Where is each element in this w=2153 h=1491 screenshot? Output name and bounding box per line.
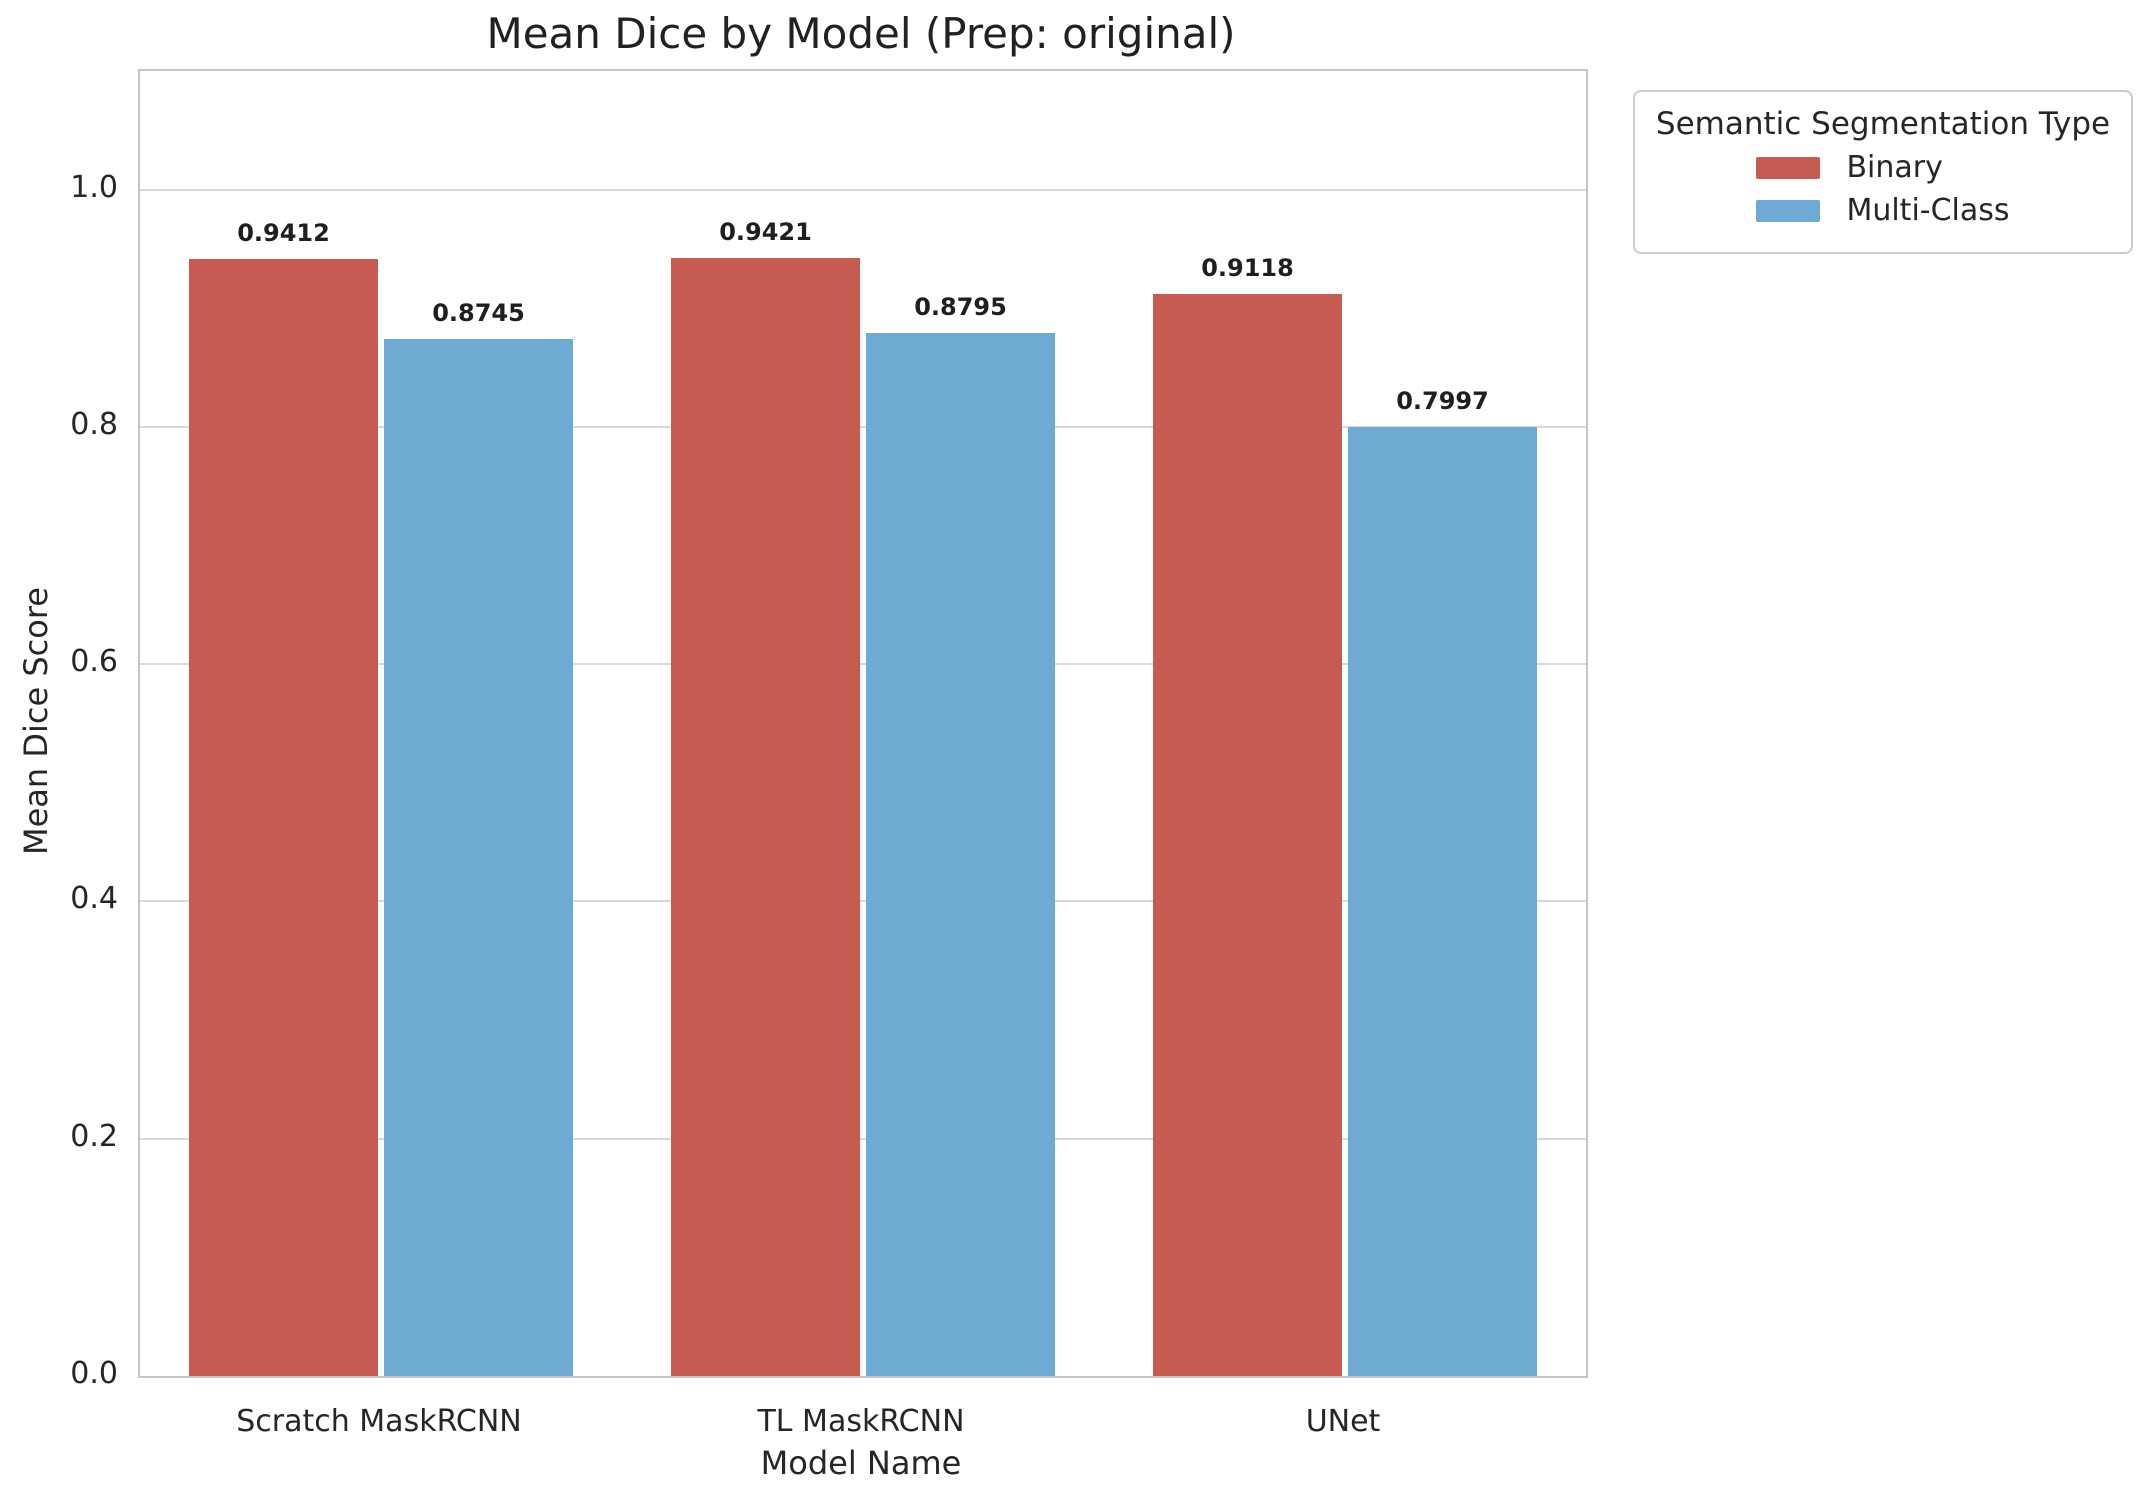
y-tick-label-0.4: 0.4 xyxy=(70,881,118,917)
bar-value-label-multi-class-scratch-maskrcnn: 0.8745 xyxy=(432,298,525,327)
bar-multi-class-tl-maskrcnn xyxy=(866,332,1055,1376)
gridline-y-0.2 xyxy=(140,1137,1586,1140)
gridline-y-0.4 xyxy=(140,900,1586,903)
x-tick-label-unet: UNet xyxy=(1305,1404,1381,1439)
x-axis-label: Model Name xyxy=(760,1444,962,1482)
y-tick-label-0.6: 0.6 xyxy=(70,644,118,680)
y-tick-label-0.8: 0.8 xyxy=(70,406,118,442)
legend-swatch-multi-class xyxy=(1756,199,1821,222)
legend-entry-label-multi-class: Multi-Class xyxy=(1846,193,2010,228)
bar-value-label-binary-unet: 0.9118 xyxy=(1201,254,1294,283)
bar-value-label-binary-scratch-maskrcnn: 0.9412 xyxy=(237,219,330,248)
bar-multi-class-unet xyxy=(1348,427,1537,1376)
y-tick-label-0.0: 0.0 xyxy=(70,1356,118,1391)
legend-entry-binary: Binary xyxy=(1756,150,2009,185)
bar-value-label-multi-class-unet: 0.7997 xyxy=(1396,387,1489,416)
y-tick-label-0.2: 0.2 xyxy=(70,1118,118,1154)
gridline-y-1 xyxy=(140,188,1586,191)
bar-multi-class-scratch-maskrcnn xyxy=(384,338,573,1376)
gridline-y-0.8 xyxy=(140,425,1586,428)
legend-title: Semantic Segmentation Type xyxy=(1655,106,2111,142)
legend-entries: Binary Multi-Class xyxy=(1756,150,2010,228)
chart-title: Mean Dice by Model (Prep: original) xyxy=(486,9,1236,58)
plot-area: 0.9412 0.9421 0.9118 0.8745 0.8795 0.7997 xyxy=(138,69,1588,1378)
legend-entry-label-binary: Binary xyxy=(1846,150,1943,185)
legend-swatch-binary xyxy=(1756,156,1821,179)
bar-binary-scratch-maskrcnn xyxy=(189,259,378,1376)
legend-entry-multi-class: Multi-Class xyxy=(1756,193,2010,228)
legend: Semantic Segmentation Type Binary Multi-C… xyxy=(1633,90,2133,254)
x-tick-label-scratch-maskrcnn: Scratch MaskRCNN xyxy=(236,1404,522,1439)
gridline-y-0.6 xyxy=(140,663,1586,666)
y-tick-label-1.0: 1.0 xyxy=(70,169,118,205)
bar-binary-unet xyxy=(1153,294,1342,1376)
bar-binary-tl-maskrcnn xyxy=(671,258,860,1376)
x-tick-label-tl-maskrcnn: TL MaskRCNN xyxy=(757,1404,965,1439)
bar-value-label-multi-class-tl-maskrcnn: 0.8795 xyxy=(914,292,1007,321)
y-axis-label: Mean Dice Score xyxy=(17,587,55,855)
bar-value-label-binary-tl-maskrcnn: 0.9421 xyxy=(719,218,812,247)
